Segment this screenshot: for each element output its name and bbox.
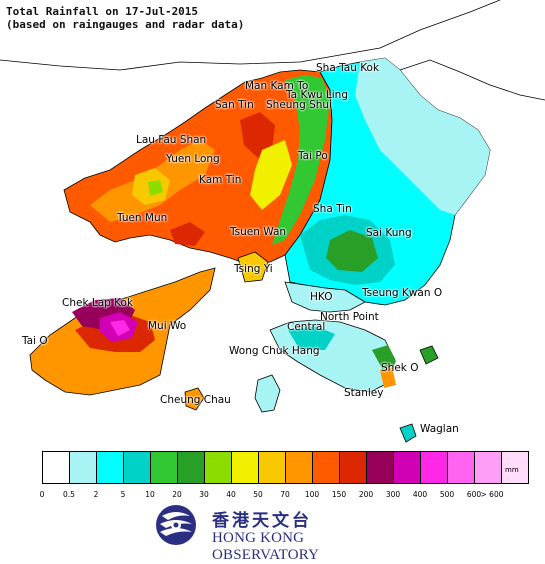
place-label-tseung-kwan-o: Tseung Kwan O <box>362 287 443 299</box>
legend-swatch <box>42 451 70 484</box>
place-label-wong-chuk-hang: Wong Chuk Hang <box>229 345 320 357</box>
legend-tick-label: 0 <box>39 490 45 499</box>
place-label-ta-kwu-ling: Ta Kwu Ling <box>286 89 349 101</box>
legend-tick-label: > 600 <box>480 490 504 499</box>
rain-band-50-shek-o <box>380 366 396 388</box>
rain-band-light-east <box>355 58 490 215</box>
place-label-hko: HKO <box>310 291 333 303</box>
place-label-waglan: Waglan <box>420 423 459 435</box>
place-label-chek-lap-kok: Chek Lap Kok <box>62 297 134 309</box>
rain-band-20-east <box>326 230 378 272</box>
hko-logo: 香港天文台 HONG KONG OBSERVATORY <box>148 502 408 563</box>
rain-band-10-island <box>288 326 335 350</box>
place-label-tai-po: Tai Po <box>298 150 328 162</box>
legend-tick-label: 150 <box>331 490 347 499</box>
place-label-stanley: Stanley <box>344 387 384 399</box>
place-label-sha-tin: Sha Tin <box>313 203 352 215</box>
rain-band-yellow <box>250 140 292 210</box>
legend-tick-label: 50 <box>253 490 263 499</box>
legend-tick-label: 400 <box>412 490 428 499</box>
legend-swatch <box>339 451 367 484</box>
place-label-central: Central <box>287 321 326 333</box>
shenzhen-outline <box>0 0 501 71</box>
legend-tick-label: 100 <box>304 490 320 499</box>
land-waglan <box>399 423 417 443</box>
place-label-kam-tin: Kam Tin <box>199 174 242 186</box>
logo-chinese-name: 香港天文台 <box>212 511 312 531</box>
rain-band-100-b <box>170 222 205 246</box>
legend-tick-label: 0.5 <box>63 490 75 499</box>
legend-tick-label: 40 <box>226 490 236 499</box>
land-tsing-yi <box>237 251 269 283</box>
legend-tick-label: 70 <box>280 490 290 499</box>
place-label-sha-tau-kok: Sha Tau Kok <box>316 62 380 74</box>
place-label-sai-kung: Sai Kung <box>366 227 412 239</box>
place-label-tuen-mun: Tuen Mun <box>117 212 168 224</box>
hko-emblem-icon <box>156 505 196 545</box>
place-label-cheung-chau: Cheung Chau <box>160 394 231 406</box>
rain-band-30 <box>148 180 163 196</box>
legend-tick-label: 5 <box>120 490 126 499</box>
legend-swatch <box>312 451 340 484</box>
logo-english-name: HONG KONG OBSERVATORY <box>212 530 320 563</box>
legend-swatch <box>123 451 151 484</box>
place-label-mui-wo: Mui Wo <box>148 320 187 332</box>
place-label-sheung-shui: Sheung Shui <box>266 99 332 111</box>
legend-tick-label: 20 <box>172 490 182 499</box>
land-tung-lung <box>419 345 439 365</box>
map-title: Total Rainfall on 17-Jul-2015 <box>6 5 199 18</box>
legend-tick-label: 10 <box>145 490 155 499</box>
coast-outline-east <box>399 59 545 101</box>
legend-swatch <box>258 451 286 484</box>
map-subtitle: (based on raingauges and radar data) <box>6 18 245 31</box>
legend-swatch <box>366 451 394 484</box>
legend-tick-label: 200 <box>358 490 374 499</box>
legend-swatch <box>501 451 529 484</box>
legend-tick-label: 300 <box>385 490 401 499</box>
legend-swatch <box>150 451 178 484</box>
legend-swatch <box>177 451 205 484</box>
place-label-tsuen-wan: Tsuen Wan <box>230 226 287 238</box>
place-label-lau-fau-shan: Lau Fau Shan <box>136 134 207 146</box>
place-label-tsing-yi: Tsing Yi <box>234 263 273 275</box>
legend-swatch <box>231 451 259 484</box>
land-lamma <box>254 374 281 413</box>
land-kowloon <box>284 281 366 313</box>
place-label-man-kam-to: Man Kam To <box>245 80 309 92</box>
legend-swatch <box>285 451 313 484</box>
rain-band-100-a <box>240 112 275 158</box>
place-label-yuen-long: Yuen Long <box>166 153 220 165</box>
place-label-san-tin: San Tin <box>215 99 254 111</box>
rain-band-400-lantau <box>110 320 130 336</box>
legend-swatch <box>204 451 232 484</box>
legend-swatch <box>474 451 502 484</box>
legend-tick-label: 2 <box>93 490 99 499</box>
legend-swatch <box>420 451 448 484</box>
legend-tick-label: 500 <box>439 490 455 499</box>
rain-band-20 <box>272 75 330 245</box>
land-cheung-chau <box>184 387 205 411</box>
legend-tick-label: 600 <box>466 490 482 499</box>
rainfall-map <box>0 0 545 443</box>
legend-swatch <box>447 451 475 484</box>
legend-tick-label: 30 <box>199 490 209 499</box>
rain-band-20-shek-o <box>372 345 396 372</box>
place-label-shek-o: Shek O <box>381 362 419 374</box>
legend-swatch <box>393 451 421 484</box>
legend-swatch <box>69 451 97 484</box>
legend-swatch <box>96 451 124 484</box>
place-label-tai-o: Tai O <box>22 335 48 347</box>
place-label-north-point: North Point <box>320 311 379 323</box>
legend-unit: mm <box>505 466 519 474</box>
